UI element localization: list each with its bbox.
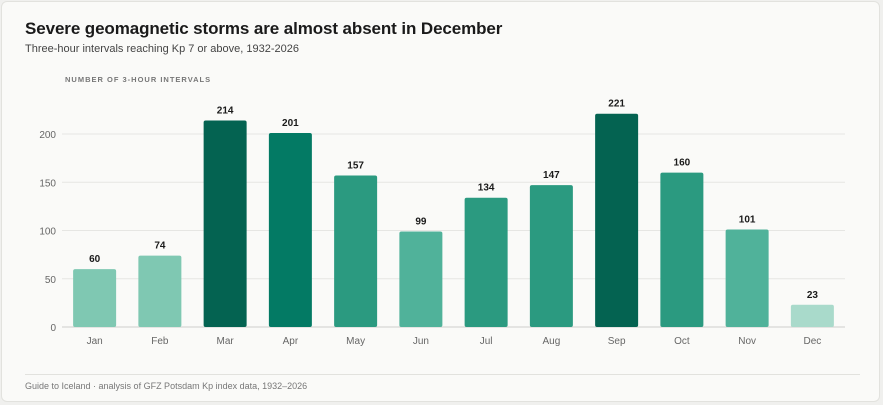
bar [725, 229, 769, 327]
data-label: 99 [415, 216, 427, 227]
data-label: 201 [282, 118, 299, 129]
bar [464, 197, 508, 327]
x-tick-label: Oct [674, 336, 690, 347]
x-tick-label: Sep [608, 336, 626, 347]
bar [529, 185, 573, 327]
footer-divider [25, 374, 860, 375]
y-tick-label: 150 [39, 178, 56, 189]
x-tick-label: Mar [217, 336, 235, 347]
data-label: 101 [739, 215, 756, 226]
x-tick-label: May [346, 336, 365, 347]
bar [268, 133, 312, 327]
y-tick-label: 200 [39, 130, 56, 141]
data-label: 74 [154, 241, 166, 252]
y-tick-label: 50 [45, 275, 57, 286]
x-tick-label: Dec [803, 336, 821, 347]
data-label: 214 [217, 105, 234, 116]
bar [595, 113, 639, 327]
data-label: 23 [807, 290, 819, 301]
bar [203, 120, 247, 328]
x-tick-label: Jul [480, 336, 493, 347]
x-tick-label: Feb [151, 336, 169, 347]
x-tick-label: Apr [283, 336, 299, 347]
source-footer: Guide to Iceland · analysis of GFZ Potsd… [25, 381, 308, 391]
x-tick-label: Jan [87, 336, 103, 347]
bar [334, 175, 378, 327]
data-label: 157 [347, 160, 364, 171]
x-tick-label: Jun [413, 336, 429, 347]
y-axis-label: NUMBER OF 3-HOUR INTERVALS [65, 75, 212, 84]
bar [138, 255, 182, 327]
data-label: 134 [478, 183, 495, 194]
bar [660, 172, 704, 327]
data-label: 147 [543, 170, 560, 181]
data-label: 160 [674, 158, 691, 169]
y-tick-label: 0 [50, 323, 56, 334]
data-label: 60 [89, 254, 101, 265]
x-tick-label: Aug [542, 336, 560, 347]
chart-title: Severe geomagnetic storms are almost abs… [25, 19, 503, 38]
bar [399, 231, 443, 327]
bar [73, 269, 117, 327]
x-tick-label: Nov [738, 336, 756, 347]
data-label: 221 [608, 99, 625, 110]
y-tick-label: 100 [39, 227, 56, 238]
chart-subtitle: Three-hour intervals reaching Kp 7 or ab… [25, 43, 299, 55]
bar [790, 304, 834, 327]
